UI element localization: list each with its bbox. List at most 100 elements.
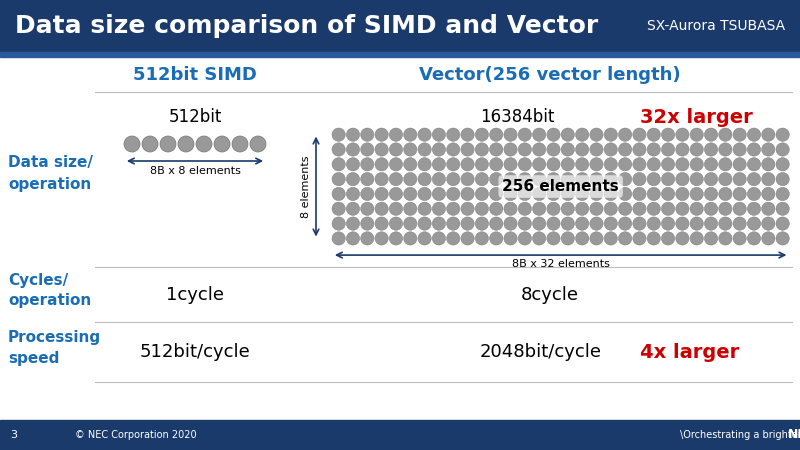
Circle shape	[461, 232, 474, 245]
Circle shape	[676, 172, 689, 186]
Circle shape	[575, 187, 589, 201]
Circle shape	[662, 143, 674, 156]
Circle shape	[647, 217, 661, 230]
Circle shape	[490, 232, 503, 245]
Circle shape	[561, 143, 574, 156]
Circle shape	[196, 136, 212, 152]
Circle shape	[704, 158, 718, 171]
Circle shape	[762, 217, 775, 230]
Circle shape	[647, 158, 661, 171]
Circle shape	[518, 217, 531, 230]
Circle shape	[390, 128, 402, 141]
Circle shape	[404, 158, 417, 171]
Circle shape	[332, 217, 346, 230]
Circle shape	[332, 158, 346, 171]
Circle shape	[375, 202, 388, 216]
Circle shape	[518, 143, 531, 156]
Circle shape	[418, 172, 431, 186]
Circle shape	[704, 202, 718, 216]
Circle shape	[647, 128, 661, 141]
Circle shape	[561, 217, 574, 230]
Circle shape	[547, 232, 560, 245]
Circle shape	[747, 172, 761, 186]
Circle shape	[346, 172, 360, 186]
Text: 8cycle: 8cycle	[521, 285, 579, 303]
Circle shape	[747, 158, 761, 171]
Circle shape	[733, 158, 746, 171]
Circle shape	[446, 217, 460, 230]
Circle shape	[604, 172, 618, 186]
Circle shape	[733, 143, 746, 156]
Circle shape	[747, 128, 761, 141]
Circle shape	[404, 143, 417, 156]
Circle shape	[561, 128, 574, 141]
Circle shape	[178, 136, 194, 152]
Circle shape	[733, 187, 746, 201]
Circle shape	[404, 202, 417, 216]
Circle shape	[618, 187, 632, 201]
Circle shape	[733, 217, 746, 230]
Circle shape	[432, 232, 446, 245]
Circle shape	[676, 128, 689, 141]
Circle shape	[618, 128, 632, 141]
Circle shape	[776, 128, 790, 141]
Circle shape	[647, 202, 661, 216]
Circle shape	[490, 202, 503, 216]
Circle shape	[390, 202, 402, 216]
Circle shape	[533, 143, 546, 156]
Circle shape	[690, 172, 703, 186]
Circle shape	[390, 158, 402, 171]
Circle shape	[575, 172, 589, 186]
Circle shape	[747, 187, 761, 201]
Circle shape	[518, 202, 531, 216]
Text: Processing
speed: Processing speed	[8, 330, 101, 366]
Circle shape	[461, 202, 474, 216]
Circle shape	[504, 143, 517, 156]
Circle shape	[418, 143, 431, 156]
Circle shape	[590, 187, 603, 201]
Circle shape	[747, 232, 761, 245]
Circle shape	[418, 158, 431, 171]
Circle shape	[718, 217, 732, 230]
Circle shape	[690, 158, 703, 171]
Circle shape	[475, 158, 489, 171]
Circle shape	[475, 217, 489, 230]
Circle shape	[446, 158, 460, 171]
Text: Cycles/
operation: Cycles/ operation	[8, 273, 91, 309]
Circle shape	[647, 232, 661, 245]
Circle shape	[404, 187, 417, 201]
Circle shape	[662, 217, 674, 230]
Text: 4x larger: 4x larger	[640, 342, 739, 361]
Circle shape	[604, 232, 618, 245]
Circle shape	[690, 143, 703, 156]
Circle shape	[518, 172, 531, 186]
Circle shape	[590, 202, 603, 216]
Bar	[0, 52, 800, 57]
Circle shape	[390, 217, 402, 230]
Circle shape	[547, 187, 560, 201]
Circle shape	[375, 172, 388, 186]
Circle shape	[490, 143, 503, 156]
Circle shape	[432, 172, 446, 186]
Circle shape	[332, 202, 346, 216]
Circle shape	[590, 128, 603, 141]
Circle shape	[390, 232, 402, 245]
Circle shape	[346, 217, 360, 230]
Circle shape	[662, 172, 674, 186]
Circle shape	[418, 217, 431, 230]
Circle shape	[590, 232, 603, 245]
Circle shape	[475, 128, 489, 141]
Circle shape	[490, 187, 503, 201]
Circle shape	[390, 143, 402, 156]
Circle shape	[390, 187, 402, 201]
Circle shape	[533, 187, 546, 201]
Circle shape	[375, 187, 388, 201]
Text: 3: 3	[10, 430, 17, 440]
Circle shape	[332, 187, 346, 201]
Circle shape	[375, 232, 388, 245]
Circle shape	[232, 136, 248, 152]
Circle shape	[461, 143, 474, 156]
Circle shape	[418, 202, 431, 216]
Circle shape	[432, 158, 446, 171]
Circle shape	[533, 172, 546, 186]
